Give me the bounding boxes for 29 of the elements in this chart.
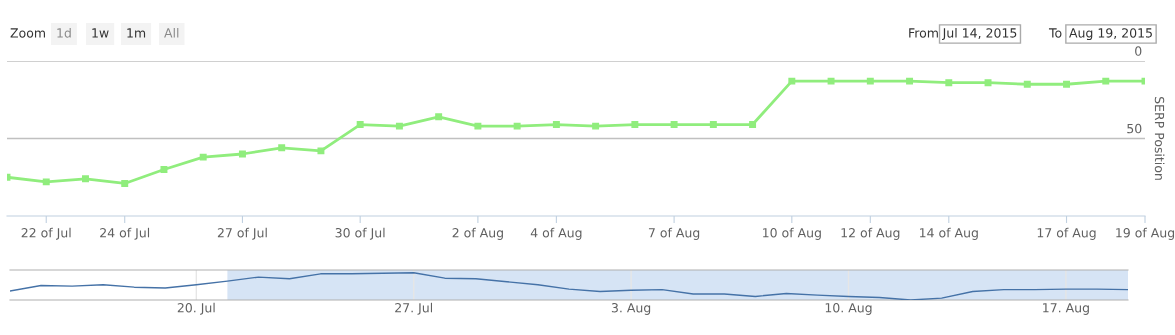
x-tick-label: 22 of Jul [21,227,71,240]
text: Zoom [10,28,45,38]
text: Aug 19, 2015 [1069,28,1152,41]
x-tick-label: 14 of Aug [920,227,978,240]
text: Jul 14, 2015 [941,27,1017,40]
y-axis-title: SERP Position [1154,96,1165,180]
x-tick-label: 20. Jul [177,302,215,315]
x-tick-label: 2 of Aug [452,227,503,240]
x-tick-label: 30 of Jul [335,227,385,240]
text: From [909,28,938,38]
y-tick-label: 50 [1127,123,1142,134]
x-tick-label: 10 of Aug [763,227,821,240]
x-tick-label: 10. Aug [825,303,872,315]
x-tick-label: 7 of Aug [648,227,700,240]
x-tick-label: 17 of Aug [1037,227,1096,240]
text: 1m [127,28,146,38]
x-tick-label: 19 of Aug [1116,227,1175,240]
x-tick-label: 17. Aug [1043,303,1089,315]
x-tick-label: 24 of Jul [100,227,150,240]
text: To [1048,28,1062,38]
x-tick-label: 27 of Jul [217,227,267,240]
x-tick-label: 4 of Aug [530,227,582,240]
y-tick-label: 0 [1135,46,1142,56]
text: 1w [92,28,109,38]
text: All [164,27,179,38]
text: 1d [57,27,71,38]
x-tick-label: 27. Jul [395,302,433,315]
x-tick-label: 3. Aug [611,303,651,315]
x-tick-label: 12 of Aug [841,227,900,240]
